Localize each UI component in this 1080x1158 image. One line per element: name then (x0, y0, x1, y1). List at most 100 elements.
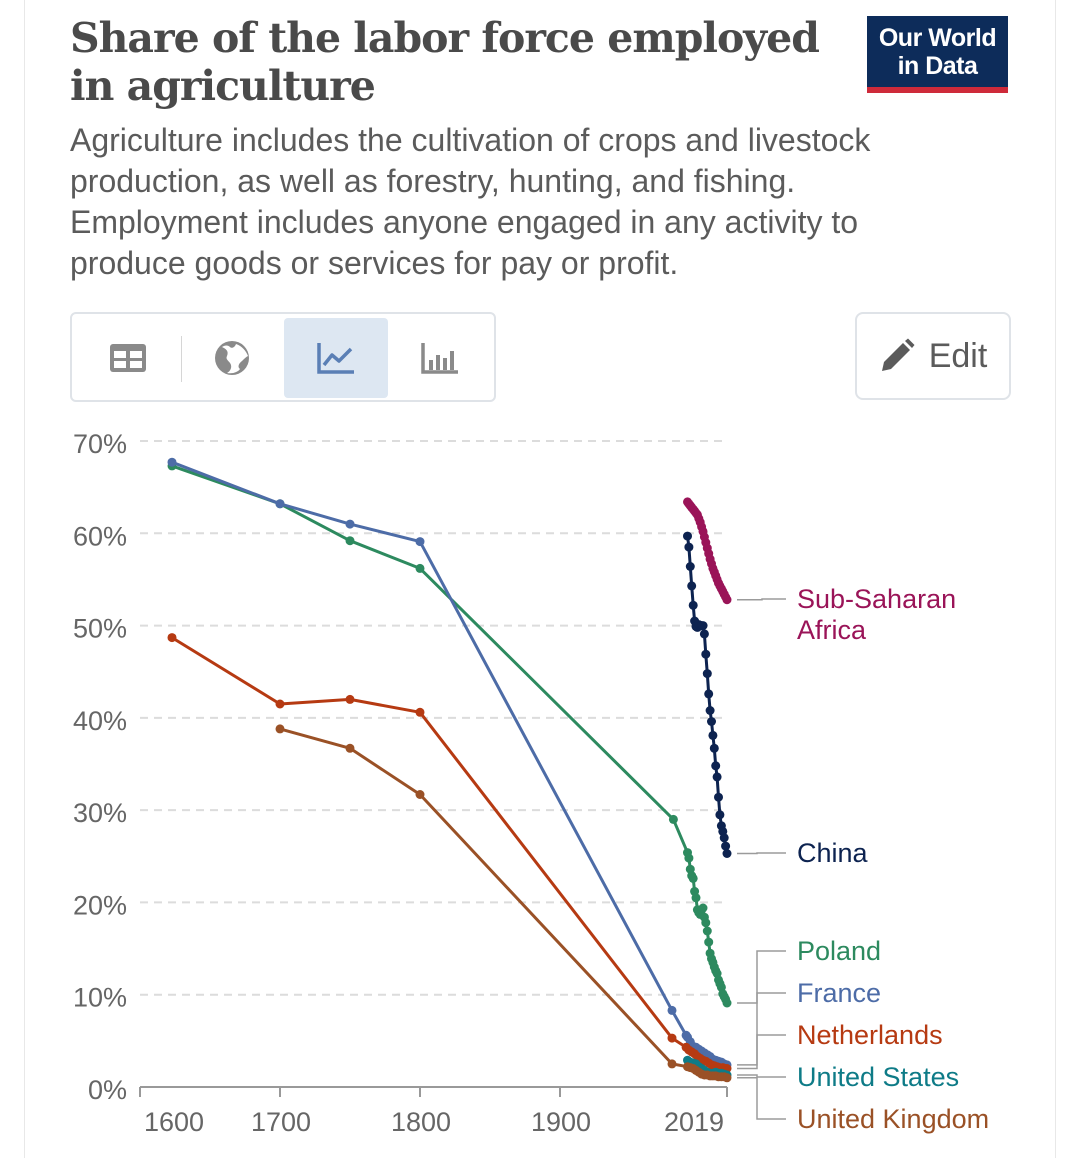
series-label: China (797, 838, 869, 868)
y-tick-label: 50% (73, 614, 127, 644)
data-point (275, 699, 285, 709)
line-chart: 0% 10% 20% 30% 40% 50% 60% 70% 1600 1700 1800 1900 2… (73, 429, 989, 1137)
logo-line-1: Our World (878, 24, 997, 52)
data-point (707, 717, 716, 726)
y-tick-label: 0% (88, 1075, 127, 1105)
data-point (668, 814, 678, 824)
data-point (705, 706, 715, 715)
series-label: United Kingdom (797, 1104, 989, 1134)
data-point (275, 724, 285, 734)
data-point (699, 629, 709, 639)
chart-card-frame (24, 0, 1056, 1158)
data-point (685, 562, 695, 571)
data-point (345, 694, 355, 704)
data-point (698, 903, 708, 913)
tab-bar-chart[interactable] (388, 318, 492, 398)
data-point (714, 792, 723, 802)
data-point (415, 563, 425, 573)
series-netherlands (167, 633, 732, 1073)
tab-table[interactable] (76, 318, 180, 398)
series-france (167, 457, 732, 1070)
label-connector (737, 950, 786, 1004)
data-point (702, 926, 712, 936)
data-point (721, 841, 731, 851)
data-point (711, 761, 721, 771)
data-point (722, 1073, 732, 1083)
series-poland (167, 461, 732, 1008)
data-point (698, 621, 708, 631)
label-connector (737, 1074, 786, 1078)
y-tick-label: 70% (73, 429, 127, 459)
data-point (722, 849, 732, 858)
data-point (415, 537, 425, 547)
tab-map[interactable] (180, 318, 284, 398)
data-point (704, 937, 714, 947)
series-label: Africa (797, 615, 867, 645)
data-point (715, 810, 725, 820)
series-line (171, 464, 729, 1004)
y-tick-label: 60% (73, 521, 127, 551)
data-point (701, 649, 711, 659)
series-label: Sub-Saharan (797, 584, 956, 614)
data-point (688, 600, 698, 610)
y-tick-label: 10% (73, 983, 127, 1013)
x-tick-label: 1900 (531, 1107, 591, 1137)
series-line (171, 460, 728, 1067)
series-label: France (797, 978, 881, 1008)
tab-divider (181, 336, 182, 382)
data-point (415, 707, 425, 717)
label-connector (737, 852, 786, 855)
data-point (667, 1059, 677, 1069)
our-world-in-data-logo[interactable]: Our World in Data (867, 16, 1008, 93)
data-point (684, 853, 694, 863)
data-point (691, 893, 701, 903)
data-point (701, 918, 711, 928)
x-tick-label: 2019 (664, 1107, 724, 1137)
table-icon (110, 344, 146, 372)
data-point (704, 689, 714, 699)
data-point (708, 730, 718, 740)
data-point (167, 457, 177, 467)
data-point (415, 790, 425, 799)
label-connector (737, 1077, 786, 1120)
x-tick-label: 1600 (144, 1107, 204, 1137)
series-china (683, 531, 732, 858)
data-point (719, 833, 729, 843)
tab-chart[interactable] (284, 318, 388, 398)
series-united-kingdom (275, 724, 732, 1083)
globe-icon (215, 341, 249, 375)
series-label: Netherlands (797, 1020, 943, 1050)
data-point (275, 499, 285, 509)
y-tick-label: 20% (73, 890, 127, 920)
data-point (345, 743, 355, 753)
label-connector (737, 598, 786, 601)
chart-subtitle: Agriculture includes the cultivation of … (70, 122, 871, 281)
edit-button[interactable]: Edit (855, 312, 1011, 400)
series-sub-saharan-africa (683, 497, 732, 605)
series-label: United States (797, 1062, 959, 1092)
y-tick-label: 30% (73, 798, 127, 828)
line-chart-icon (317, 343, 354, 374)
data-point (345, 519, 355, 529)
data-point (667, 1005, 677, 1015)
y-tick-label: 40% (73, 706, 127, 736)
label-connector (737, 1034, 786, 1070)
data-point (683, 531, 692, 541)
logo-line-2: in Data (897, 52, 978, 80)
label-connector (737, 992, 786, 1066)
x-tick-label: 1800 (391, 1107, 451, 1137)
data-point (684, 542, 694, 552)
data-point (167, 633, 177, 643)
pencil-icon (881, 338, 915, 371)
data-point (702, 669, 712, 679)
data-point (722, 998, 732, 1008)
edit-label: Edit (928, 336, 988, 375)
data-point (688, 873, 698, 883)
series-label: Poland (797, 936, 881, 966)
data-point (667, 1033, 677, 1043)
bar-chart-icon (421, 343, 458, 374)
chart-title: Share of the labor force employed in agr… (70, 14, 820, 110)
chart-view-tabs (70, 312, 496, 402)
data-point (722, 595, 732, 605)
x-tick-label: 1700 (251, 1107, 311, 1137)
